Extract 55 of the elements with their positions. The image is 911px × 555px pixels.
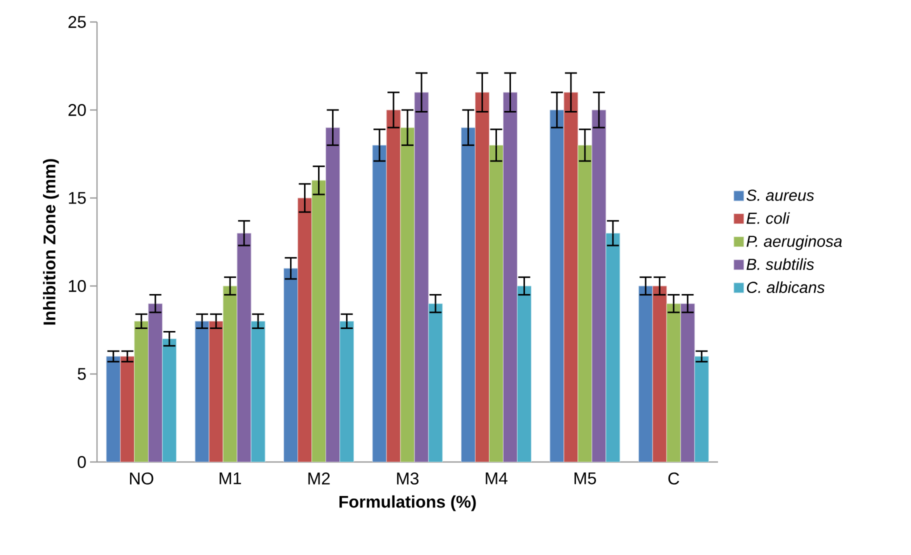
bar <box>148 303 163 462</box>
bar <box>236 232 252 462</box>
bar <box>162 338 177 462</box>
legend-label: E. coli <box>746 212 790 224</box>
legend-label: S. aureus <box>746 190 814 201</box>
y-tick-label: 25 <box>68 16 86 28</box>
bar <box>666 303 681 462</box>
bar <box>414 92 429 462</box>
bar <box>222 286 238 462</box>
bar <box>284 268 298 462</box>
x-tick-label: M2 <box>308 472 330 484</box>
bar <box>208 320 224 462</box>
x-tick-label: M5 <box>574 472 596 484</box>
y-tick-label: 10 <box>68 280 86 292</box>
bar <box>564 92 578 462</box>
bar <box>550 110 564 462</box>
bar <box>652 286 667 462</box>
bar <box>694 356 709 462</box>
bar <box>400 127 415 462</box>
bar <box>428 303 443 462</box>
x-tick-label: M1 <box>220 472 242 484</box>
bar <box>340 320 354 462</box>
x-axis-title: Formulations (%) <box>339 495 476 512</box>
bar <box>488 144 504 462</box>
bar <box>606 232 620 462</box>
y-tick-label: 15 <box>68 192 86 204</box>
bar <box>298 198 312 462</box>
legend-label: P. aeruginosa <box>746 235 842 250</box>
x-tick-label: NO <box>130 472 154 485</box>
x-tick-label: M4 <box>486 472 508 484</box>
bar <box>592 110 606 462</box>
bar <box>134 320 149 462</box>
y-tick-label: 20 <box>68 104 86 116</box>
y-tick-label: 5 <box>78 368 86 380</box>
bar <box>638 286 653 462</box>
legend-label: C. albicans <box>746 281 825 294</box>
x-tick-label: M3 <box>397 472 419 485</box>
bar <box>474 92 490 462</box>
legend-label: B. subtilis <box>746 258 814 270</box>
y-axis-title: Inhibition Zone (mm) <box>43 159 59 325</box>
bar <box>250 320 266 462</box>
y-tick-label: 0 <box>78 456 86 468</box>
bar <box>312 180 326 462</box>
bar <box>460 127 476 462</box>
bar <box>386 110 401 462</box>
bar <box>680 303 695 462</box>
bar <box>120 356 135 462</box>
bar <box>372 144 387 462</box>
bar <box>194 320 210 462</box>
bar <box>106 356 121 462</box>
x-tick-label: C <box>668 472 680 485</box>
bar <box>578 144 592 462</box>
bar <box>516 286 532 462</box>
bar <box>502 92 518 462</box>
bar <box>326 127 340 462</box>
